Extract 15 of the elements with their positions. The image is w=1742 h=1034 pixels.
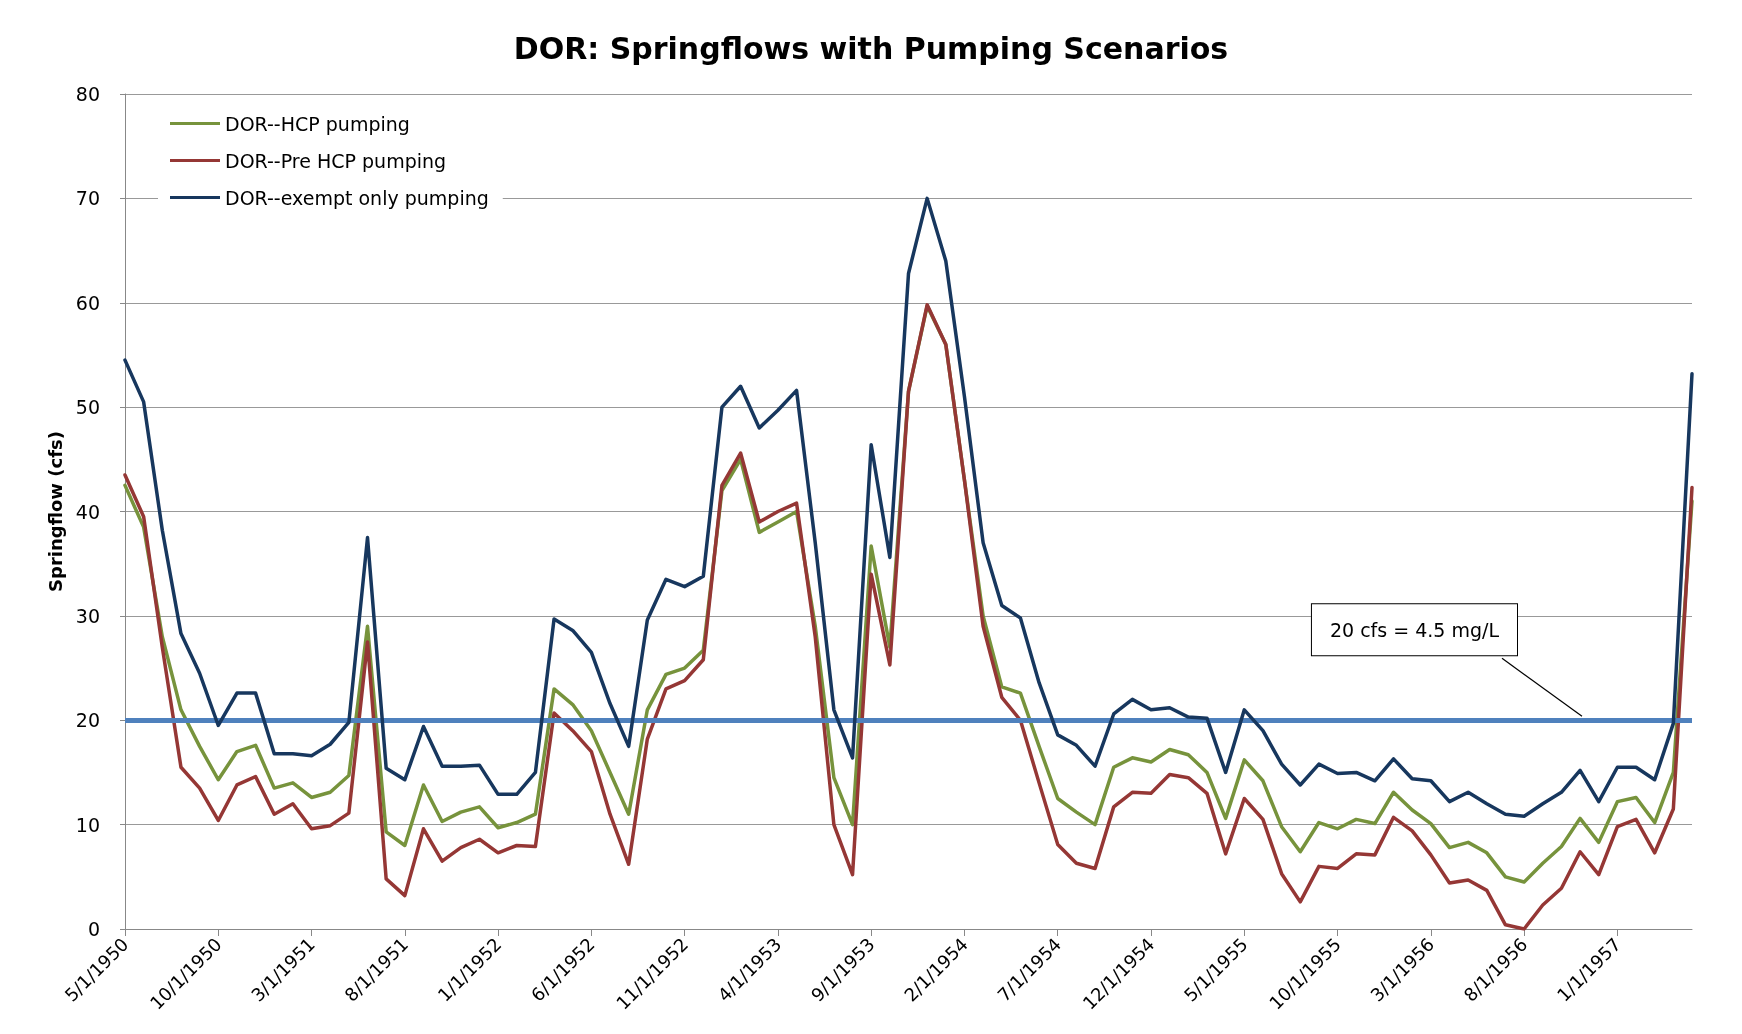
y-tick-label: 50 (75, 396, 100, 419)
y-tick-label: 80 (75, 83, 100, 105)
legend-label: DOR--exempt only pumping (225, 186, 489, 209)
y-tick-label: 20 (75, 709, 100, 732)
y-tick-label: 40 (75, 500, 100, 523)
y-tick-label: 0 (87, 918, 100, 940)
legend-label: DOR--HCP pumping (225, 112, 410, 135)
ref-line-label: 20 cfs = 4.5 mg/L (1329, 618, 1500, 641)
chart-title: DOR: Springflows with Pumping Scenarios (513, 30, 1229, 66)
y-tick-label: 60 (75, 291, 100, 314)
y-axis-title: Springflow (cfs) (45, 431, 67, 592)
y-tick-label: 10 (75, 813, 100, 836)
y-tick-label: 70 (75, 187, 100, 210)
legend-label: DOR--Pre HCP pumping (225, 149, 447, 172)
y-tick-label: 30 (75, 604, 100, 627)
